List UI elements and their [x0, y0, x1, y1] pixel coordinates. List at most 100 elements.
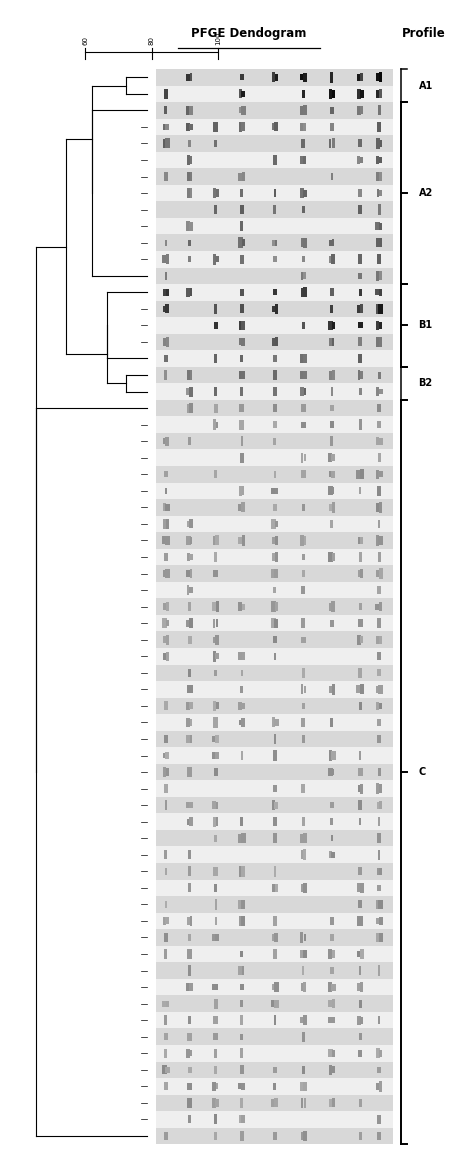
- Bar: [358, 768, 363, 776]
- Bar: [378, 536, 383, 545]
- Bar: [380, 238, 382, 247]
- Bar: [241, 1116, 245, 1124]
- Bar: [156, 1012, 393, 1028]
- Bar: [302, 206, 305, 214]
- Bar: [273, 652, 276, 660]
- Bar: [274, 122, 278, 131]
- Bar: [189, 239, 191, 246]
- Bar: [303, 536, 306, 545]
- Bar: [212, 752, 217, 759]
- Bar: [377, 669, 382, 676]
- Bar: [163, 520, 166, 529]
- Bar: [216, 619, 219, 628]
- Bar: [356, 951, 361, 957]
- Bar: [329, 256, 331, 262]
- Bar: [156, 367, 393, 383]
- Bar: [156, 235, 393, 251]
- Bar: [241, 751, 243, 760]
- Bar: [214, 552, 217, 562]
- Bar: [156, 118, 393, 136]
- Bar: [238, 338, 242, 345]
- Bar: [189, 685, 193, 693]
- Bar: [358, 900, 363, 908]
- Bar: [359, 702, 362, 710]
- Bar: [332, 768, 334, 775]
- Bar: [240, 354, 243, 362]
- Bar: [332, 239, 334, 246]
- Bar: [378, 438, 383, 445]
- Bar: [164, 917, 165, 925]
- Bar: [331, 470, 335, 477]
- Bar: [378, 768, 381, 776]
- Bar: [215, 536, 219, 545]
- Bar: [329, 370, 332, 380]
- Bar: [156, 1095, 393, 1111]
- Bar: [301, 668, 305, 677]
- Bar: [358, 867, 362, 875]
- Bar: [187, 404, 190, 413]
- Bar: [329, 750, 332, 760]
- Bar: [272, 884, 275, 891]
- Bar: [214, 388, 217, 396]
- Bar: [328, 453, 332, 462]
- Bar: [378, 472, 383, 477]
- Bar: [156, 598, 393, 615]
- Bar: [376, 570, 380, 577]
- Bar: [189, 520, 193, 529]
- Bar: [303, 273, 306, 279]
- Bar: [379, 190, 382, 197]
- Bar: [164, 868, 167, 874]
- Bar: [239, 90, 242, 98]
- Bar: [240, 206, 244, 214]
- Bar: [330, 835, 333, 842]
- Bar: [242, 604, 245, 610]
- Bar: [188, 1116, 191, 1124]
- Bar: [156, 152, 393, 168]
- Bar: [164, 271, 167, 279]
- Bar: [163, 767, 166, 776]
- Bar: [165, 569, 170, 578]
- Bar: [360, 106, 363, 115]
- Bar: [156, 532, 393, 549]
- Bar: [375, 222, 380, 230]
- Bar: [272, 488, 275, 494]
- Bar: [378, 684, 383, 695]
- Bar: [242, 536, 245, 545]
- Bar: [156, 896, 393, 913]
- Bar: [272, 934, 275, 941]
- Bar: [156, 317, 393, 334]
- Bar: [190, 569, 192, 578]
- Bar: [376, 90, 380, 98]
- Bar: [358, 205, 362, 214]
- Bar: [329, 89, 332, 99]
- Bar: [358, 1050, 362, 1057]
- Bar: [187, 1033, 192, 1041]
- Bar: [156, 432, 393, 450]
- Bar: [188, 603, 191, 611]
- Bar: [274, 1098, 278, 1107]
- Bar: [378, 453, 381, 462]
- Bar: [329, 851, 331, 858]
- Bar: [164, 553, 168, 561]
- Text: 60: 60: [82, 36, 88, 45]
- Bar: [358, 354, 363, 363]
- Bar: [215, 918, 217, 925]
- Text: Profile: Profile: [402, 26, 446, 40]
- Bar: [212, 800, 217, 810]
- Bar: [300, 156, 304, 163]
- Bar: [328, 1050, 333, 1057]
- Bar: [165, 239, 167, 246]
- Bar: [330, 818, 333, 826]
- Bar: [156, 913, 393, 929]
- Bar: [187, 171, 190, 182]
- Bar: [164, 106, 167, 115]
- Bar: [190, 915, 192, 926]
- Bar: [188, 636, 191, 644]
- Bar: [358, 273, 362, 279]
- Bar: [187, 819, 190, 825]
- Bar: [213, 637, 216, 643]
- Bar: [332, 1098, 335, 1107]
- Bar: [188, 1066, 191, 1073]
- Bar: [303, 850, 307, 860]
- Bar: [156, 1045, 393, 1061]
